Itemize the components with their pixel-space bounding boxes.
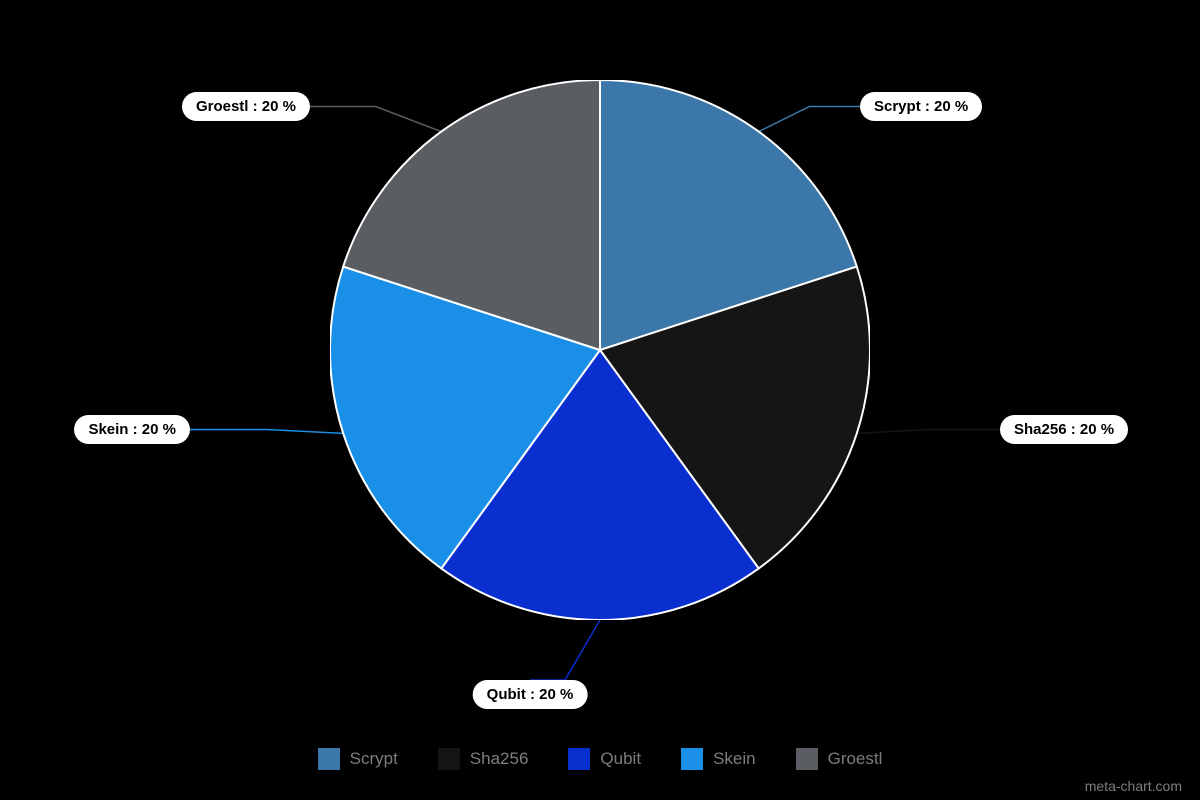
legend-swatch [681,748,703,770]
legend-swatch [438,748,460,770]
leader-line-sha256 [857,430,1000,434]
pie-chart [330,80,870,620]
legend: Scrypt Sha256 Qubit Skein Groestl [0,748,1200,770]
callout-label-skein: Skein : 20 % [74,415,190,444]
legend-swatch [318,748,340,770]
legend-item-sha256: Sha256 [438,748,529,770]
callout-label-qubit: Qubit : 20 % [473,680,588,709]
legend-label: Scrypt [350,749,398,769]
attribution-text: meta-chart.com [1085,778,1182,794]
leader-line-skein [190,430,343,434]
legend-label: Qubit [600,749,641,769]
legend-item-qubit: Qubit [568,748,641,770]
callout-label-sha256: Sha256 : 20 % [1000,415,1128,444]
legend-item-skein: Skein [681,748,756,770]
legend-item-groestl: Groestl [796,748,883,770]
leader-line-qubit [530,620,600,680]
legend-swatch [796,748,818,770]
legend-item-scrypt: Scrypt [318,748,398,770]
legend-swatch [568,748,590,770]
legend-label: Sha256 [470,749,529,769]
legend-label: Skein [713,749,756,769]
pie-chart-container: Scrypt : 20 % Sha256 : 20 % Qubit : 20 % Sk… [0,0,1200,800]
callout-label-groestl: Groestl : 20 % [182,92,310,121]
callout-label-scrypt: Scrypt : 20 % [860,92,982,121]
legend-label: Groestl [828,749,883,769]
